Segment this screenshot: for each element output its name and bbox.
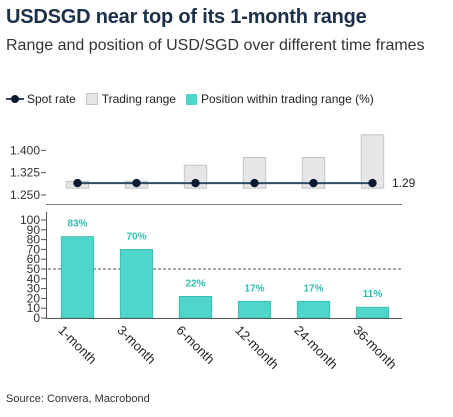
- top-y-tick-label: 1.250: [10, 188, 40, 202]
- bottom-y-tick-label: 60: [27, 252, 41, 266]
- position-data-label: 83%: [67, 219, 87, 230]
- legend-item-spot-rate: Spot rate: [6, 92, 76, 106]
- legend-label-position: Position within trading range (%): [200, 92, 374, 106]
- chart-subtitle: Range and position of USD/SGD over diffe…: [6, 37, 425, 54]
- spot-rate-end-label: 1.29: [392, 176, 416, 190]
- x-category-label: 12-month: [232, 323, 281, 372]
- spot-rate-marker: [132, 178, 141, 188]
- x-category-label: 24-month: [291, 323, 340, 372]
- bottom-y-tick-label: 30: [27, 282, 41, 296]
- position-bar: [237, 300, 272, 319]
- trading-range-bar: [301, 156, 326, 189]
- position-bar: [119, 248, 154, 319]
- bottom-y-tick-label: 10: [27, 301, 41, 315]
- legend-swatch-spot-rate: [6, 94, 24, 104]
- top-y-tick-label: 1.325: [10, 166, 40, 180]
- legend-item-position: Position within trading range (%): [185, 92, 374, 106]
- spot-rate-marker: [250, 178, 259, 188]
- spot-rate-marker: [309, 178, 318, 188]
- position-data-label: 22%: [185, 278, 205, 289]
- x-category-label: 6-month: [173, 323, 217, 367]
- bottom-y-tick-label: 90: [27, 223, 41, 237]
- position-bar: [60, 236, 95, 319]
- bottom-y-tick-label: 80: [27, 233, 41, 247]
- x-category-label: 1-month: [55, 323, 99, 367]
- position-data-label: 17%: [303, 283, 323, 294]
- legend-item-trading-range: Trading range: [85, 92, 176, 106]
- bottom-y-tick-label: 40: [27, 272, 41, 286]
- bottom-y-tick-label: 100: [20, 213, 40, 227]
- legend: Spot rate Trading range Position within …: [6, 92, 384, 106]
- position-bar: [296, 300, 331, 319]
- legend-label-spot-rate: Spot rate: [27, 92, 76, 106]
- x-category-label: 36-month: [350, 323, 399, 372]
- top-y-tick-label: 1.400: [10, 143, 40, 157]
- bottom-y-tick-label: 50: [27, 262, 41, 276]
- position-data-label: 17%: [244, 283, 264, 294]
- position-bar: [178, 296, 213, 319]
- legend-label-trading-range: Trading range: [101, 92, 176, 106]
- position-data-label: 70%: [126, 231, 146, 242]
- trading-range-bar: [360, 134, 385, 189]
- spot-rate-marker: [368, 178, 377, 188]
- legend-swatch-position: [185, 93, 197, 105]
- position-bar: [355, 306, 390, 319]
- source-note: Source: Convera, Macrobond: [6, 393, 150, 405]
- x-category-label: 3-month: [114, 323, 158, 367]
- bottom-y-tick-label: 20: [27, 291, 41, 305]
- spot-rate-marker: [73, 178, 82, 188]
- spot-rate-marker: [191, 178, 200, 188]
- chart-title: USDSGD near top of its 1-month range: [6, 6, 367, 28]
- legend-swatch-trading-range: [85, 93, 98, 105]
- bottom-y-tick-label: 0: [33, 311, 40, 325]
- bottom-y-tick-label: 70: [27, 242, 41, 256]
- position-data-label: 11%: [363, 289, 383, 300]
- trading-range-bar: [242, 156, 267, 189]
